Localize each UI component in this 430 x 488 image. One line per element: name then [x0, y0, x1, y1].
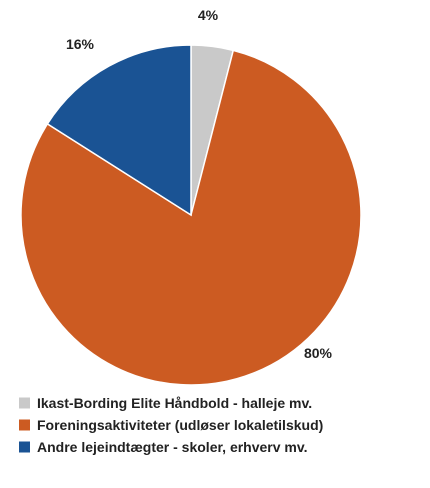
legend-swatch-3 — [19, 441, 30, 453]
pie-slices — [20, 44, 362, 386]
legend-label-3: Andre lejeindtægter - skoler, erhverv mv… — [37, 439, 308, 455]
pie-value-label-3: 16% — [66, 36, 95, 52]
legend-label-1: Ikast-Bording Elite Håndbold - halleje m… — [37, 395, 312, 411]
legend-label-2: Foreningsaktiviteter (udløser lokaletils… — [37, 417, 323, 433]
pie-slice-3 — [46, 44, 192, 217]
pie-slice-2 — [20, 49, 362, 386]
legend: Ikast-Bording Elite Håndbold - halleje m… — [19, 395, 323, 455]
pie-value-label-2: 80% — [304, 345, 333, 361]
pie-value-labels: 4% 80% 16% — [66, 7, 333, 361]
legend-swatch-1 — [19, 397, 30, 409]
pie-value-label-1: 4% — [198, 7, 219, 23]
legend-swatch-2 — [19, 419, 30, 431]
